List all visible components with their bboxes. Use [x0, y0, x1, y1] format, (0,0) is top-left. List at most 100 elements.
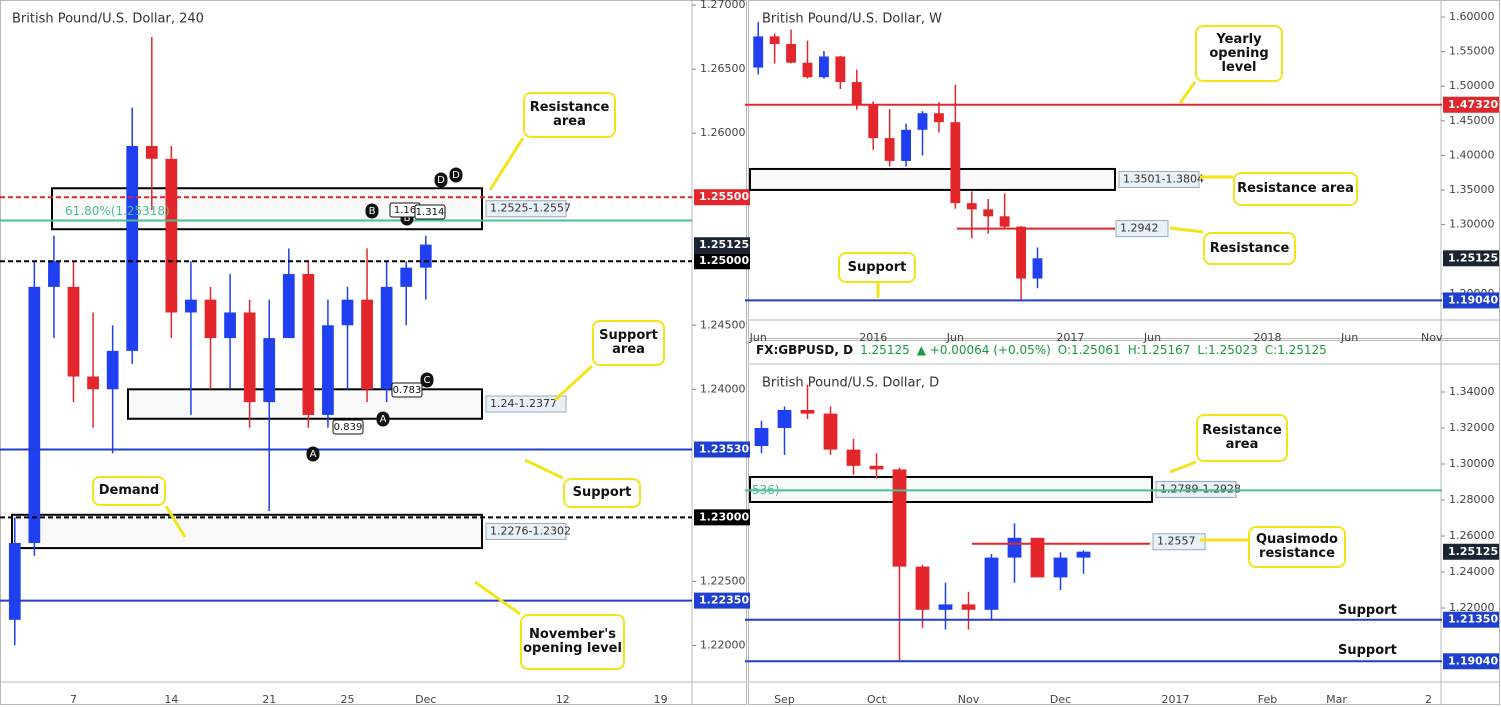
candle-body	[1007, 537, 1022, 558]
candle-body	[302, 274, 315, 415]
candle-body	[204, 299, 217, 339]
callout: Quasimodo resistance	[1248, 526, 1346, 568]
y-tick-label: 1.24000	[1449, 565, 1495, 578]
pattern-point-box	[420, 372, 434, 388]
candle-body	[917, 113, 928, 130]
candle-body	[999, 216, 1010, 227]
candle-body	[1053, 557, 1068, 578]
pattern-point-label: D	[437, 175, 445, 186]
level-label: 1.2942	[1120, 222, 1159, 235]
candle-body	[938, 604, 953, 610]
callout: Support	[563, 478, 641, 508]
x-tick-label: Nov	[1421, 331, 1443, 344]
price-tag	[694, 189, 750, 206]
candle-body	[224, 312, 236, 339]
candle-body	[800, 410, 815, 414]
price-tag-label: 1.25125	[1448, 545, 1498, 558]
pattern-point-label: A	[380, 414, 387, 425]
panel-frame	[748, 0, 1500, 339]
y-tick-label: 1.45000	[1449, 114, 1495, 127]
y-tick-label: 1.50000	[1449, 79, 1495, 92]
x-tick-label: Jun	[946, 331, 964, 344]
y-tick-label: 1.30000	[1449, 218, 1495, 231]
candle-body	[400, 267, 413, 287]
candle-body	[322, 325, 334, 415]
callout: Support	[838, 252, 916, 283]
x-tick-label: 2016	[859, 331, 887, 344]
candle-body	[126, 145, 139, 351]
candle-body	[950, 122, 961, 204]
candle-body	[419, 244, 432, 268]
callout: Resistance	[1203, 232, 1296, 265]
y-tick-label: 1.22500	[700, 574, 746, 587]
close-price: C:1.25125	[1264, 343, 1327, 357]
pattern-point-label: 0.839	[334, 422, 363, 433]
candle-body	[87, 376, 99, 390]
x-tick-label: Sep	[774, 693, 795, 706]
pattern-point-label: A	[310, 449, 317, 460]
chart-title: British Pound/U.S. Dollar, W	[762, 12, 942, 27]
zone-label: 1.3501-1.3804	[1123, 172, 1204, 185]
price-tag	[1443, 96, 1499, 113]
zone-label-box	[485, 395, 567, 413]
x-tick-label: 2017	[1162, 693, 1190, 706]
high-price: H:1.25167	[1127, 343, 1191, 357]
pattern-point-label: D	[452, 170, 460, 181]
x-tick-label: Dec	[415, 693, 436, 706]
y-tick-label: 1.26500	[700, 62, 746, 75]
candle-body	[786, 44, 796, 63]
y-tick-label: 1.60000	[1449, 10, 1495, 23]
pattern-point-label: C	[424, 375, 431, 386]
candle-body	[145, 145, 158, 159]
candle-body	[753, 36, 764, 68]
x-tick-label: 25	[341, 693, 355, 706]
price-tag	[694, 509, 750, 526]
x-tick-label: 2	[1425, 693, 1432, 706]
x-tick-label: Mar	[1326, 693, 1347, 706]
price-tag	[1443, 611, 1499, 628]
x-tick-label: Dec	[1050, 693, 1071, 706]
x-tick-label: 7	[70, 693, 77, 706]
candle-body	[823, 413, 838, 450]
chart-title: British Pound/U.S. Dollar, 240	[12, 12, 204, 27]
callout-pointer	[474, 580, 521, 616]
callout: Support area	[592, 320, 665, 366]
price-tag-label: 1.25500	[699, 190, 749, 203]
y-tick-label: 1.35000	[1449, 183, 1495, 196]
candle-body	[966, 203, 977, 210]
price-tag-label: 1.47320	[1448, 98, 1498, 111]
x-tick-label: 12	[556, 693, 570, 706]
price-tag	[694, 441, 750, 458]
candle-body	[934, 113, 944, 123]
candle-body	[984, 557, 999, 610]
x-tick-label: Jun	[749, 331, 767, 344]
x-tick-label: 14	[164, 693, 178, 706]
candle-body	[185, 299, 197, 313]
zone	[749, 167, 1116, 191]
price-tag-label: 1.22350	[699, 594, 749, 607]
zone-label-box	[1118, 170, 1200, 188]
zone-label: 1.2525-1.2557	[490, 202, 571, 215]
candle-body	[28, 286, 41, 543]
x-tick-label: Oct	[867, 693, 887, 706]
candle-body	[1076, 551, 1091, 558]
price-tag-label: 1.25125	[699, 238, 749, 251]
price-tag	[694, 237, 750, 254]
price-tag-label: 1.25000	[699, 254, 749, 267]
callout: Demand	[92, 476, 166, 506]
x-tick-label: Jun	[1340, 331, 1358, 344]
x-tick-label: 21	[262, 693, 276, 706]
candle-body	[1016, 226, 1026, 279]
candle-body	[243, 312, 256, 403]
candle-body	[846, 449, 861, 466]
candle-body	[869, 465, 884, 470]
y-tick-label: 1.26000	[1449, 529, 1495, 542]
y-tick-label: 1.28000	[1449, 493, 1495, 506]
callout: November's opening level	[520, 614, 625, 670]
pattern-point-box	[365, 203, 379, 219]
price-tag-label: 1.21350	[1448, 613, 1498, 626]
pattern-point-box	[376, 411, 390, 427]
candle-body	[802, 62, 813, 78]
y-tick-label: 1.34000	[1449, 385, 1495, 398]
